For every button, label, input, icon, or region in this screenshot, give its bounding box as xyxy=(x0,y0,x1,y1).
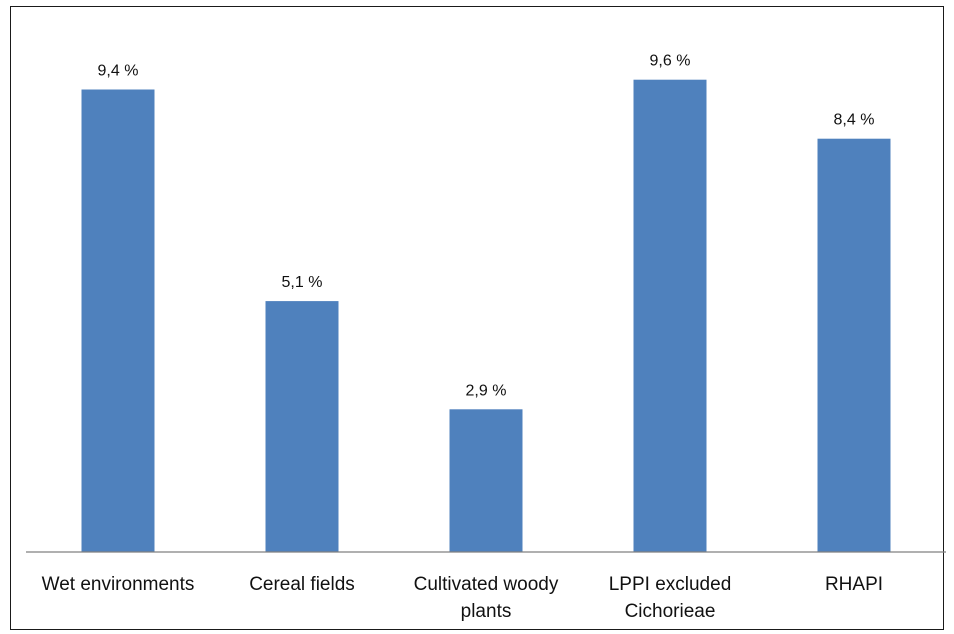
value-label-4: 8,4 % xyxy=(834,112,875,129)
category-label-line: Cultivated woody xyxy=(414,574,559,595)
category-label-line: Cereal fields xyxy=(249,574,355,595)
bar-0 xyxy=(81,89,155,552)
category-label-line: LPPI excluded xyxy=(609,574,732,595)
category-label-line: plants xyxy=(461,601,512,622)
value-labels-group: 9,4 % 5,1 % 2,9 % 9,6 % 8,4 % xyxy=(98,53,875,400)
value-label-2: 2,9 % xyxy=(466,382,507,399)
value-label-3: 9,6 % xyxy=(650,53,691,70)
bar-2 xyxy=(449,409,523,552)
category-label-2: Cultivated woody plants xyxy=(414,574,559,622)
bar-3 xyxy=(633,79,707,552)
bars-group xyxy=(81,79,891,552)
bar-4 xyxy=(817,138,891,552)
category-label-3: LPPI excluded Cichorieae xyxy=(609,574,732,622)
value-label-0: 9,4 % xyxy=(98,63,139,80)
category-label-4: RHAPI xyxy=(825,574,883,595)
category-label-0: Wet environments xyxy=(42,574,195,595)
category-labels-group: Wet environments Cereal fields Cultivated … xyxy=(42,574,883,622)
category-label-line: RHAPI xyxy=(825,574,883,595)
bar-1 xyxy=(265,301,339,552)
category-label-line: Cichorieae xyxy=(625,601,716,622)
category-label-line: Wet environments xyxy=(42,574,195,595)
value-label-1: 5,1 % xyxy=(282,274,323,291)
category-label-1: Cereal fields xyxy=(249,574,355,595)
